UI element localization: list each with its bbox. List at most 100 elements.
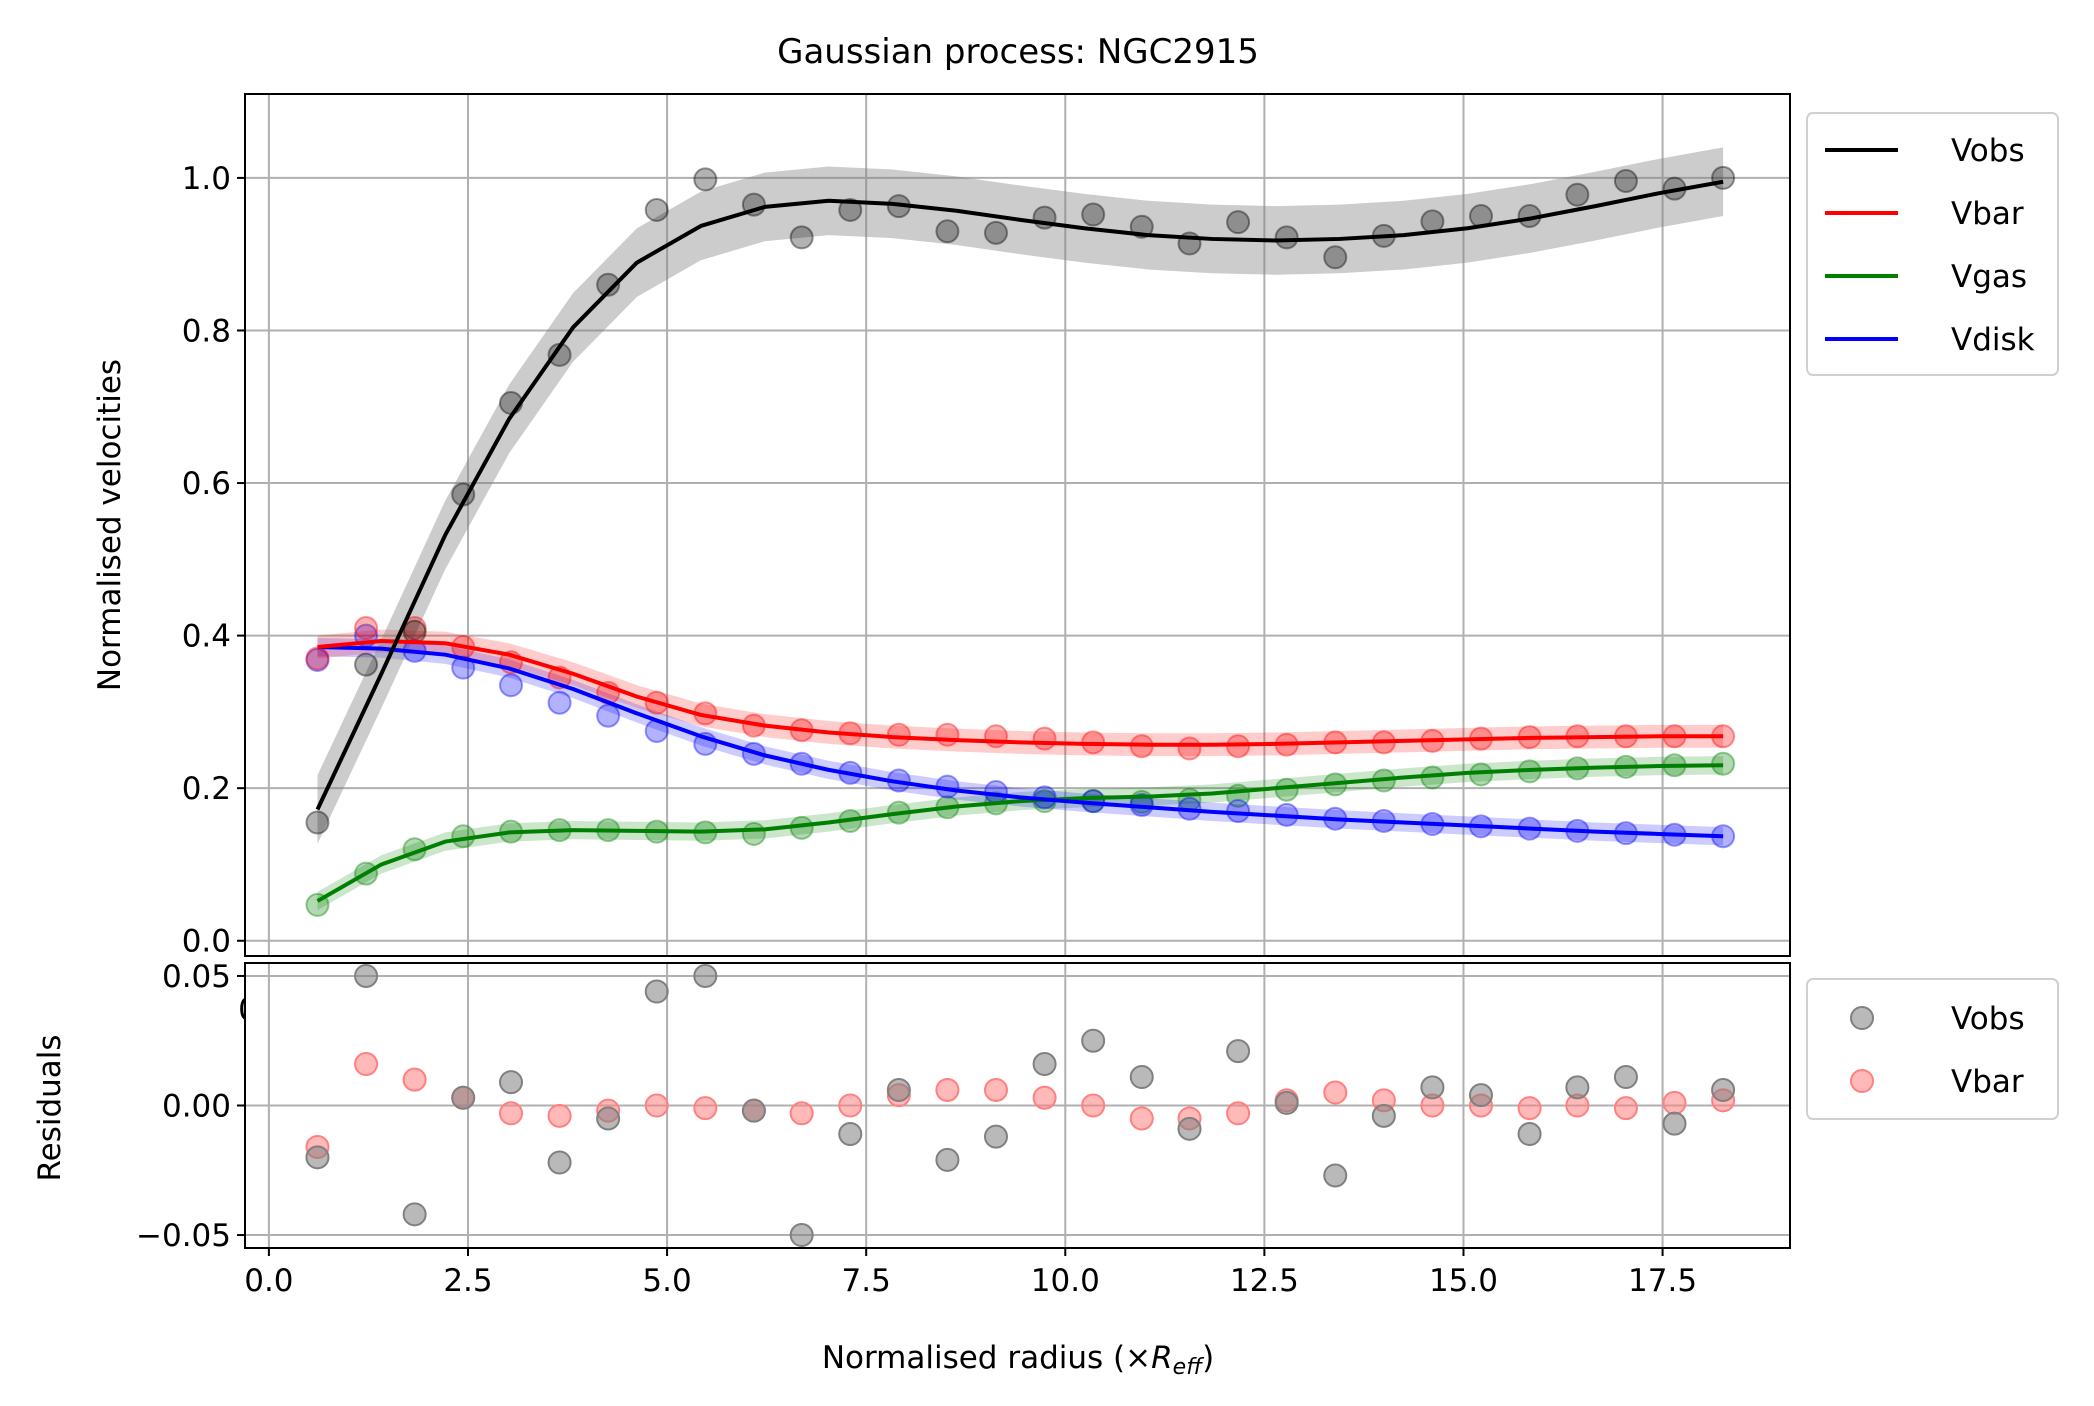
velocity-y-axis-label: Normalised velocities	[92, 359, 128, 691]
residuals-plot: −0.05 0.00 0.05 0.0 2.5 5.0 7.5 10.0 12.5 15.0 17…	[32, 959, 1791, 1380]
residuals-y-axis-label: Residuals	[32, 1034, 68, 1181]
data-point-vbar	[886, 722, 911, 747]
residual-point-vbar	[1226, 1101, 1251, 1126]
residuals-y-tick-label: 0.05	[162, 959, 231, 995]
residual-point-vbar	[693, 1096, 718, 1121]
residual-point-vobs	[1613, 1065, 1638, 1089]
confidence-band-vobs	[317, 147, 1724, 844]
velocity-y-tick-label: 0.0	[182, 924, 231, 960]
data-point-vobs	[1613, 168, 1638, 193]
residual-point-vobs	[1469, 1083, 1493, 1108]
data-point-vobs	[1711, 165, 1736, 190]
data-point-vobs	[402, 619, 427, 644]
residual-point-vbar	[547, 1103, 572, 1128]
residual-point-vobs	[644, 979, 669, 1004]
residual-point-vobs	[1081, 1028, 1106, 1053]
data-point-vdisk	[596, 703, 621, 728]
x-tick-label: 10.0	[1031, 1263, 1100, 1299]
residual-point-vobs	[596, 1106, 621, 1131]
x-tick-label: 7.5	[842, 1263, 891, 1299]
residual-point-vobs	[886, 1077, 911, 1102]
residual-point-vbar	[644, 1093, 669, 1118]
velocity-y-tick-label: 0.6	[182, 466, 231, 502]
data-point-vbar	[1177, 736, 1202, 761]
velocity-y-ticks: 0.0 0.2 0.4 0.6 0.8 1.0	[182, 161, 245, 960]
data-point-vobs	[1565, 182, 1590, 207]
residual-point-vobs	[741, 1098, 766, 1123]
data-point-vobs	[644, 197, 669, 222]
confidence-band-vgas	[317, 756, 1724, 911]
data-point-vobs	[1323, 245, 1348, 270]
data-point-vbar	[305, 646, 330, 671]
residuals-legend: Vobs Vbar	[1806, 978, 2059, 1120]
data-point-vdisk	[547, 690, 572, 715]
data-point-vgas	[741, 821, 766, 846]
residual-point-vbar	[1662, 1090, 1687, 1115]
residual-point-vbar	[1517, 1096, 1542, 1121]
residual-point-vobs	[1226, 1039, 1251, 1064]
x-tick-label: 12.5	[1230, 1263, 1299, 1299]
data-point-vobs	[1420, 209, 1445, 234]
residuals-plot-gridlines	[245, 963, 1790, 1248]
data-point-vobs	[983, 220, 1008, 245]
velocity-y-tick-label: 0.2	[182, 771, 231, 807]
x-tick-label: 15.0	[1429, 1263, 1498, 1299]
residuals-x-ticks: 0.0 2.5 5.0 7.5 10.0 12.5 15.0 17.5	[244, 1248, 1697, 1299]
chart-title: Gaussian process: NGC2915	[777, 32, 1259, 72]
velocity-y-tick-label: 1.0	[182, 161, 231, 197]
data-point-vobs	[596, 272, 621, 297]
residual-point-vobs	[402, 1202, 427, 1227]
velocity-legend-frame	[1806, 112, 2059, 376]
residuals-y-ticks: −0.05 0.00 0.05	[136, 959, 245, 1254]
residual-point-vbar	[1081, 1093, 1106, 1118]
residual-point-vbar	[1129, 1106, 1154, 1131]
residual-point-vbar	[498, 1101, 523, 1126]
residual-point-vbar	[1032, 1085, 1057, 1110]
residuals-y-tick-label: 0.00	[162, 1089, 231, 1125]
velocity-y-tick-label: 0.4	[182, 619, 231, 655]
velocity-plot-background	[245, 94, 1790, 956]
residual-point-vobs	[983, 1124, 1008, 1149]
residual-point-vbar	[402, 1067, 427, 1092]
data-point-vobs	[305, 810, 330, 835]
residuals-y-tick-label: −0.05	[136, 1218, 231, 1254]
x-tick-label: 0.0	[244, 1263, 293, 1299]
velocity-plot: 0.0 0.2 0.4 0.6 0.8 1.0 Normalised velocities…	[92, 93, 1791, 1028]
legend-marker-vbar	[1850, 1069, 1874, 1093]
fit-line-vobs	[315, 179, 1724, 811]
legend-label-vdisk: Vdisk	[1951, 322, 2035, 358]
residual-point-vbar	[789, 1101, 814, 1126]
residual-point-vobs	[305, 1145, 330, 1170]
legend-label-vgas: Vgas	[1951, 259, 2027, 295]
residual-point-vobs	[1371, 1103, 1396, 1128]
residual-point-vobs	[789, 1223, 814, 1248]
residual-point-vobs	[1032, 1052, 1057, 1077]
fit-line-vbar	[317, 638, 1724, 747]
x-axis-label: Normalised radius (×Reff)	[822, 1340, 1214, 1380]
legend-marker-vobs	[1850, 1006, 1874, 1030]
data-point-vobs	[1081, 202, 1106, 227]
residual-point-vobs	[498, 1070, 523, 1095]
residual-point-vobs	[693, 963, 718, 988]
residual-point-vobs	[1420, 1075, 1445, 1100]
residual-point-vbar	[1323, 1080, 1348, 1105]
data-point-vobs	[693, 167, 718, 192]
data-point-vobs	[935, 219, 960, 244]
velocity-legend: Vobs Vbar Vgas Vdisk	[1806, 112, 2059, 376]
data-point-vobs	[789, 225, 814, 250]
x-tick-label: 2.5	[443, 1263, 492, 1299]
residual-point-vobs	[1274, 1090, 1299, 1115]
residual-point-vobs	[1662, 1111, 1687, 1136]
legend-label-vobs: Vobs	[1951, 133, 2025, 169]
data-point-vobs	[354, 652, 379, 677]
residual-point-vobs	[1517, 1122, 1542, 1146]
data-point-vobs	[1226, 210, 1251, 235]
velocity-y-tick-label: 0.8	[182, 313, 231, 349]
legend-label-vbar: Vbar	[1951, 196, 2024, 232]
residual-point-vobs	[1711, 1077, 1736, 1102]
legend-label-vbar: Vbar	[1951, 1064, 2024, 1100]
data-point-vbar	[354, 615, 379, 640]
velocity-plot-frame	[244, 93, 1791, 957]
residual-point-vobs	[354, 963, 379, 988]
